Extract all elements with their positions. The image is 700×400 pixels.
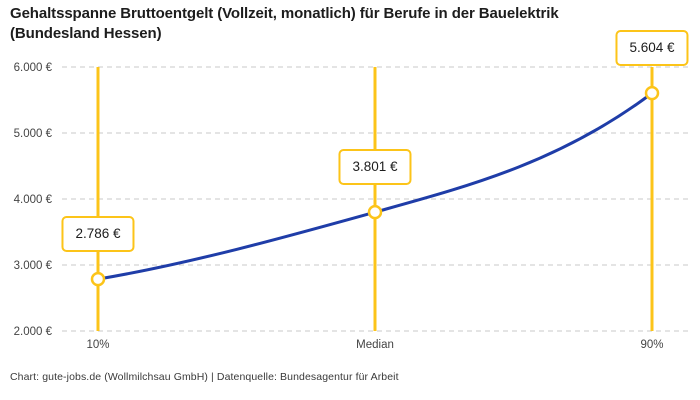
- data-point-marker[interactable]: [367, 204, 383, 220]
- x-axis-tick-label: 10%: [86, 339, 109, 351]
- y-axis-tick-label: 4.000 €: [14, 194, 53, 206]
- y-axis-tick-label: 3.000 €: [14, 260, 53, 272]
- chart-attribution: Chart: gute-jobs.de (Wollmilchsau GmbH) …: [10, 371, 399, 383]
- data-point-marker[interactable]: [644, 85, 660, 101]
- value-label: 3.801 €: [338, 149, 412, 186]
- y-axis-tick-label: 5.000 €: [14, 128, 53, 140]
- value-label: 2.786 €: [61, 216, 135, 253]
- data-point-marker[interactable]: [90, 271, 106, 287]
- x-axis-tick-label: 90%: [640, 339, 663, 351]
- chart-title: Gehaltsspanne Bruttoentgelt (Vollzeit, m…: [10, 5, 559, 42]
- value-label: 5.604 €: [615, 30, 689, 67]
- y-axis-tick-label: 2.000 €: [14, 326, 53, 338]
- y-axis-tick-label: 6.000 €: [14, 62, 53, 74]
- x-axis-tick-label: Median: [356, 339, 394, 351]
